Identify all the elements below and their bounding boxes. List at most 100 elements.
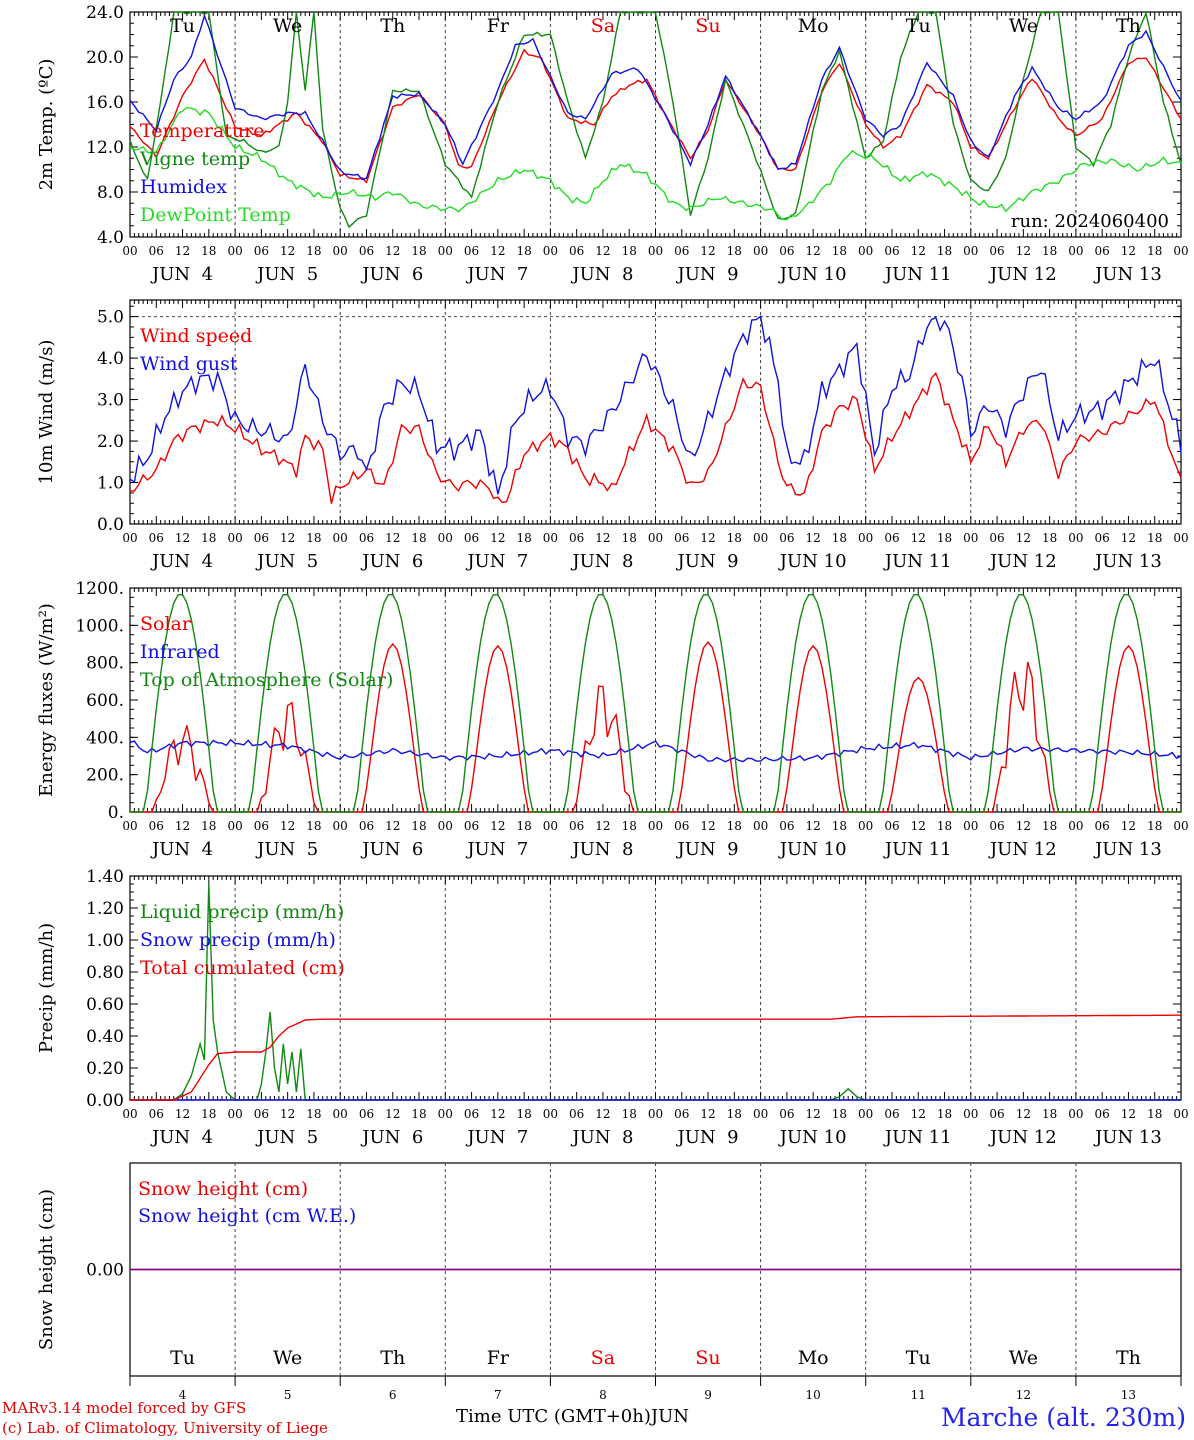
series-line-wind-speed bbox=[129, 371, 1182, 504]
legend-entry: Snow height (cm) bbox=[138, 1178, 308, 1200]
hour-tick-label: 18 bbox=[516, 244, 531, 258]
date-label: JUN 6 bbox=[360, 264, 423, 285]
hour-tick-label: 18 bbox=[306, 1107, 321, 1121]
hour-tick-label: 12 bbox=[806, 819, 821, 833]
hour-tick-label: 00 bbox=[333, 1107, 348, 1121]
hour-tick-label: 12 bbox=[385, 531, 400, 545]
weekday-label: Th bbox=[1116, 15, 1141, 37]
weekday-label: Tu bbox=[170, 1347, 195, 1369]
weekday-label: Th bbox=[380, 1347, 405, 1369]
date-label: JUN 5 bbox=[255, 839, 318, 860]
hour-tick-label: 18 bbox=[411, 819, 426, 833]
hour-tick-label: 18 bbox=[1042, 819, 1057, 833]
hour-tick-label: 06 bbox=[779, 1107, 794, 1121]
weekday-label: We bbox=[1009, 15, 1038, 37]
hour-tick-label: 06 bbox=[989, 244, 1004, 258]
legend-entry: Liquid precip (mm/h) bbox=[140, 901, 344, 923]
panel-5 bbox=[129, 1162, 1182, 1386]
legend-entry: Vigne temp bbox=[139, 148, 250, 170]
hour-tick-label: 06 bbox=[254, 531, 269, 545]
hour-tick-label: 18 bbox=[201, 1107, 216, 1121]
date-label: JUN 4 bbox=[150, 264, 213, 285]
hour-tick-label: 06 bbox=[254, 1107, 269, 1121]
legend-entry: Top of Atmosphere (Solar) bbox=[140, 669, 393, 691]
day-number-label: 4 bbox=[179, 1388, 187, 1402]
weekday-label: Sa bbox=[591, 15, 615, 37]
date-label: JUN 6 bbox=[360, 1127, 423, 1148]
y-tick-label: 0.60 bbox=[86, 995, 124, 1015]
hour-tick-label: 18 bbox=[201, 531, 216, 545]
weekday-label: Tu bbox=[170, 15, 195, 37]
date-label: JUN 7 bbox=[465, 551, 528, 572]
date-label: JUN 13 bbox=[1093, 264, 1162, 285]
hour-tick-label: 06 bbox=[884, 244, 899, 258]
weekday-label: Mo bbox=[798, 15, 829, 37]
legend-entry: Temperature bbox=[140, 120, 264, 142]
date-label: JUN 11 bbox=[883, 839, 952, 860]
panel-1 bbox=[129, 10, 1182, 238]
hour-tick-label: 18 bbox=[516, 1107, 531, 1121]
hour-tick-label: 18 bbox=[622, 819, 637, 833]
date-label: JUN 11 bbox=[883, 551, 952, 572]
date-label: JUN 9 bbox=[676, 1127, 739, 1148]
credit-line-2: (c) Lab. of Climatology, University of L… bbox=[2, 1419, 328, 1437]
hour-tick-label: 06 bbox=[1095, 531, 1110, 545]
weekday-label: Th bbox=[1116, 1347, 1141, 1369]
hour-tick-label: 12 bbox=[280, 819, 295, 833]
hour-tick-label: 12 bbox=[490, 1107, 505, 1121]
hour-tick-label: 12 bbox=[806, 244, 821, 258]
hour-tick-label: 18 bbox=[832, 244, 847, 258]
hour-tick-label: 12 bbox=[1121, 1107, 1136, 1121]
date-label: JUN 9 bbox=[676, 839, 739, 860]
hour-tick-label: 00 bbox=[438, 531, 453, 545]
hour-tick-label: 18 bbox=[201, 244, 216, 258]
hour-tick-label: 06 bbox=[359, 531, 374, 545]
date-label: JUN 10 bbox=[778, 264, 847, 285]
date-label: JUN 4 bbox=[150, 1127, 213, 1148]
hour-tick-label: 00 bbox=[648, 1107, 663, 1121]
hour-tick-label: 00 bbox=[543, 1107, 558, 1121]
date-label: JUN 11 bbox=[883, 1127, 952, 1148]
hour-tick-label: 06 bbox=[149, 531, 164, 545]
hour-tick-label: 00 bbox=[438, 819, 453, 833]
hour-tick-label: 06 bbox=[464, 1107, 479, 1121]
hour-tick-label: 18 bbox=[1042, 244, 1057, 258]
day-number-label: 9 bbox=[704, 1388, 712, 1402]
series-line-temperature bbox=[129, 48, 1182, 184]
date-label: JUN 4 bbox=[150, 839, 213, 860]
hour-tick-label: 18 bbox=[727, 819, 742, 833]
y-tick-label: 24.0 bbox=[86, 3, 124, 23]
hour-tick-label: 06 bbox=[779, 244, 794, 258]
hour-tick-label: 18 bbox=[1147, 531, 1162, 545]
date-label: JUN 10 bbox=[778, 839, 847, 860]
y-axis-title: Energy fluxes (W/m²) bbox=[36, 603, 57, 797]
hour-tick-label: 00 bbox=[333, 819, 348, 833]
date-label: JUN 8 bbox=[570, 551, 633, 572]
weekday-label: Fr bbox=[487, 1347, 510, 1369]
y-tick-label: 1.0 bbox=[97, 474, 124, 494]
date-label: JUN 7 bbox=[465, 1127, 528, 1148]
hour-tick-label: 12 bbox=[700, 531, 715, 545]
hour-tick-label: 00 bbox=[648, 244, 663, 258]
legend-entry: Humidex bbox=[140, 176, 227, 198]
hour-tick-label: 00 bbox=[1173, 819, 1188, 833]
date-label: JUN 8 bbox=[570, 264, 633, 285]
panel-4 bbox=[129, 875, 1182, 1101]
weekday-label: Fr bbox=[487, 15, 510, 37]
hour-tick-label: 18 bbox=[937, 1107, 952, 1121]
hour-tick-label: 12 bbox=[1016, 1107, 1031, 1121]
day-number-label: 8 bbox=[599, 1388, 607, 1402]
series-line-humidex bbox=[129, 13, 1182, 181]
hour-tick-label: 06 bbox=[359, 1107, 374, 1121]
hour-tick-label: 00 bbox=[333, 531, 348, 545]
hour-tick-label: 18 bbox=[622, 244, 637, 258]
hour-tick-label: 00 bbox=[1173, 244, 1188, 258]
hour-tick-label: 12 bbox=[280, 531, 295, 545]
hour-tick-label: 00 bbox=[1068, 819, 1083, 833]
hour-tick-label: 06 bbox=[779, 819, 794, 833]
hour-tick-label: 00 bbox=[438, 1107, 453, 1121]
y-tick-label: 8.0 bbox=[97, 183, 124, 203]
date-label: JUN 5 bbox=[255, 551, 318, 572]
hour-tick-label: 18 bbox=[727, 244, 742, 258]
